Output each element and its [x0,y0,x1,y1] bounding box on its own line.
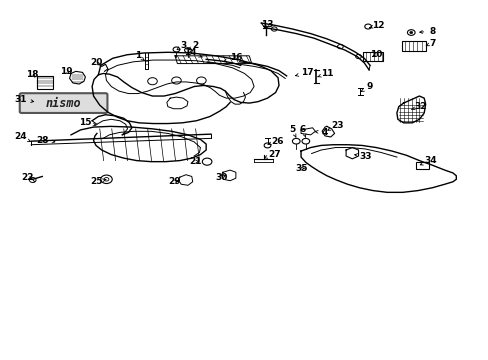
Text: 7: 7 [426,39,435,48]
Text: 20: 20 [91,58,103,67]
Text: 35: 35 [295,164,307,173]
Text: nismo: nismo [45,96,81,109]
Text: 30: 30 [215,173,227,182]
Text: 16: 16 [224,53,242,62]
Text: 6: 6 [299,125,305,137]
Text: 31: 31 [14,95,34,104]
Text: 14: 14 [184,48,202,57]
Text: 21: 21 [189,157,202,166]
Text: 24: 24 [14,132,30,141]
Text: 3: 3 [177,41,186,50]
FancyBboxPatch shape [20,93,107,113]
Text: 10: 10 [369,50,382,59]
Text: 8: 8 [419,27,435,36]
Circle shape [409,31,412,33]
Text: 5: 5 [289,125,295,137]
Text: 25: 25 [90,177,106,186]
Text: 1: 1 [135,51,144,60]
Text: 15: 15 [79,118,96,127]
Bar [401,41,425,50]
Text: 22: 22 [21,173,34,182]
Text: 34: 34 [419,156,436,165]
Text: 32: 32 [411,102,426,111]
Text: 9: 9 [361,82,372,91]
Bar [363,52,383,61]
Text: 13: 13 [261,19,273,28]
Bar [38,76,53,89]
Text: 4: 4 [315,128,327,137]
Text: 17: 17 [295,68,313,77]
Bar [415,162,428,169]
Text: 26: 26 [267,137,283,146]
Text: 28: 28 [36,136,55,145]
Text: 27: 27 [264,150,280,159]
Text: 19: 19 [60,67,72,76]
Text: 12: 12 [369,21,384,30]
Text: 23: 23 [327,121,344,130]
Text: 11: 11 [317,69,332,78]
Text: 33: 33 [354,152,371,161]
Text: 2: 2 [188,41,198,50]
Text: 18: 18 [26,70,39,79]
Text: 29: 29 [168,177,181,186]
